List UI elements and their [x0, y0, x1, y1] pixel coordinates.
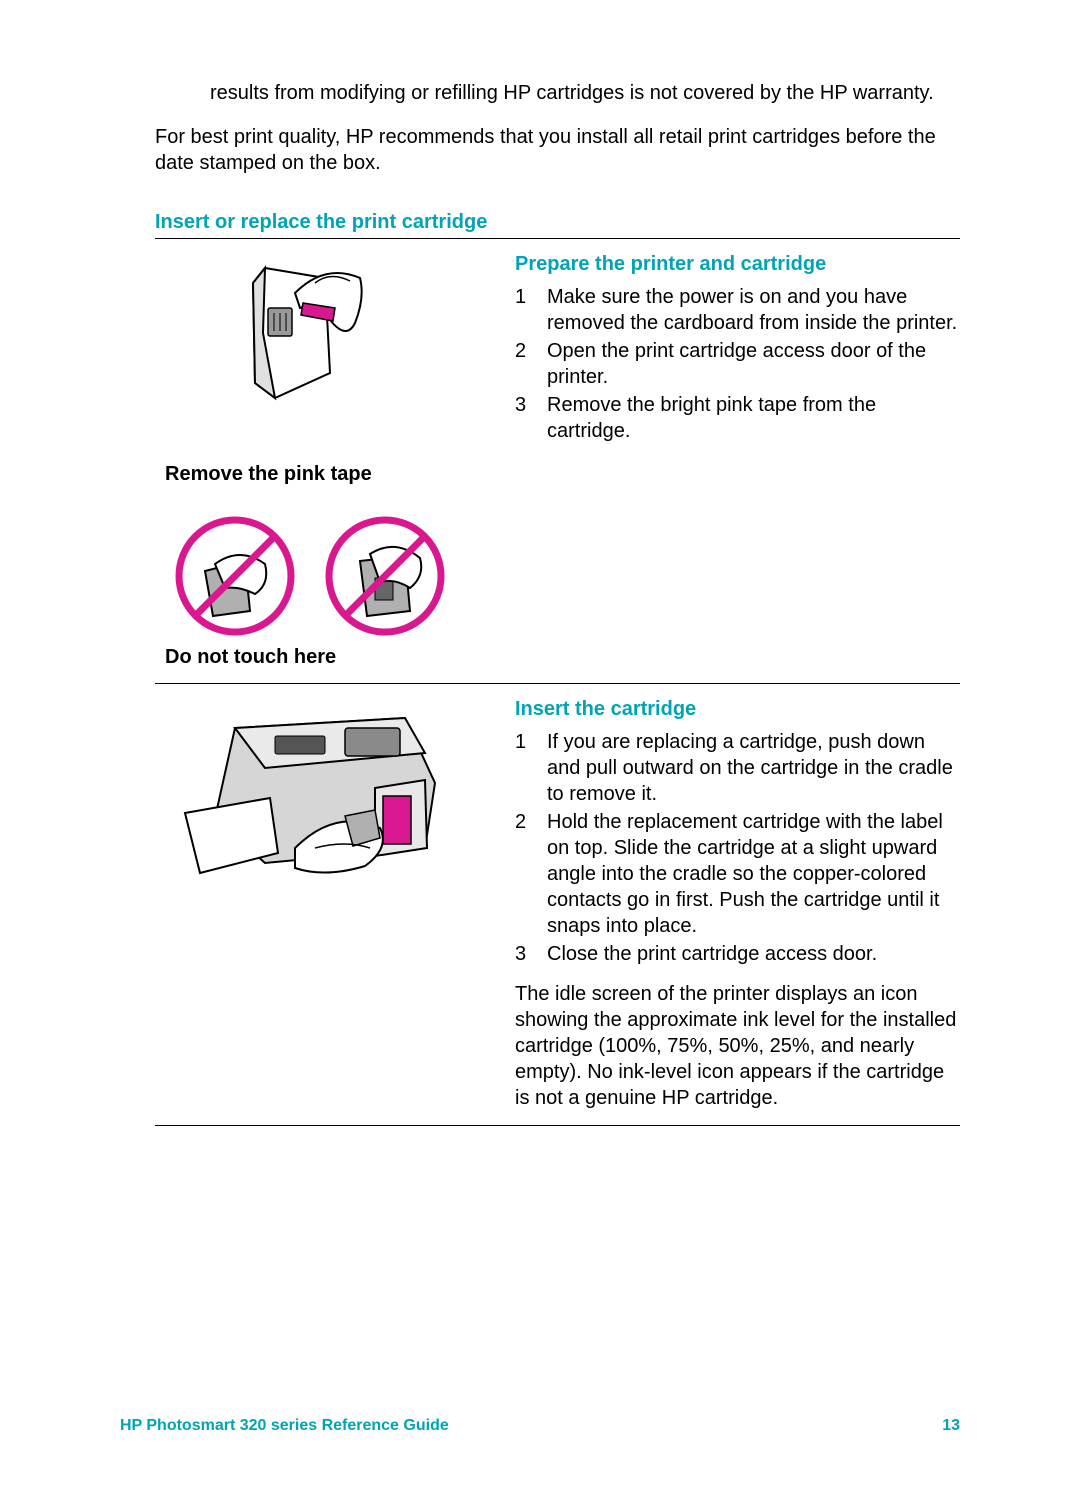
intro-para2: For best print quality, HP recommends th…: [155, 124, 960, 176]
page-footer: HP Photosmart 320 series Reference Guide…: [120, 1417, 960, 1435]
prepare-step-2: Open the print cartridge access door of …: [515, 338, 960, 390]
page-content: results from modifying or refilling HP c…: [0, 0, 1080, 1186]
insert-step-2: Hold the replacement cartridge with the …: [515, 809, 960, 939]
prepare-step-3: Remove the bright pink tape from the car…: [515, 392, 960, 444]
do-not-touch-illustration: [175, 516, 495, 636]
footer-page-number: 13: [942, 1417, 960, 1435]
row2-left: [155, 684, 505, 1125]
no-touch-nozzles-icon: [325, 516, 445, 636]
subheading-insert: Insert the cartridge: [515, 698, 960, 721]
row-insert: Insert the cartridge If you are replacin…: [155, 684, 960, 1126]
printer-insert-illustration: [175, 698, 455, 898]
prepare-steps-list: Make sure the power is on and you have r…: [515, 284, 960, 444]
insert-steps-list: If you are replacing a cartridge, push d…: [515, 729, 960, 967]
insert-step-3: Close the print cartridge access door.: [515, 941, 960, 967]
row-prepare: Remove the pink tape: [155, 239, 960, 684]
row2-right: Insert the cartridge If you are replacin…: [505, 684, 960, 1125]
no-touch-contacts-icon: [175, 516, 295, 636]
prepare-step-1: Make sure the power is on and you have r…: [515, 284, 960, 336]
section-heading: Insert or replace the print cartridge: [155, 211, 960, 234]
caption-do-not-touch: Do not touch here: [165, 646, 495, 669]
footer-title: HP Photosmart 320 series Reference Guide: [120, 1417, 449, 1435]
caption-remove-pink-tape: Remove the pink tape: [165, 463, 495, 486]
subheading-prepare: Prepare the printer and cartridge: [515, 253, 960, 276]
intro-continued-text: results from modifying or refilling HP c…: [210, 80, 960, 106]
row1-left: Remove the pink tape: [155, 239, 505, 683]
insert-after-paragraph: The idle screen of the printer displays …: [515, 981, 960, 1111]
insert-step-1: If you are replacing a cartridge, push d…: [515, 729, 960, 807]
row1-right: Prepare the printer and cartridge Make s…: [505, 239, 960, 683]
cartridge-tape-illustration: [205, 253, 365, 453]
